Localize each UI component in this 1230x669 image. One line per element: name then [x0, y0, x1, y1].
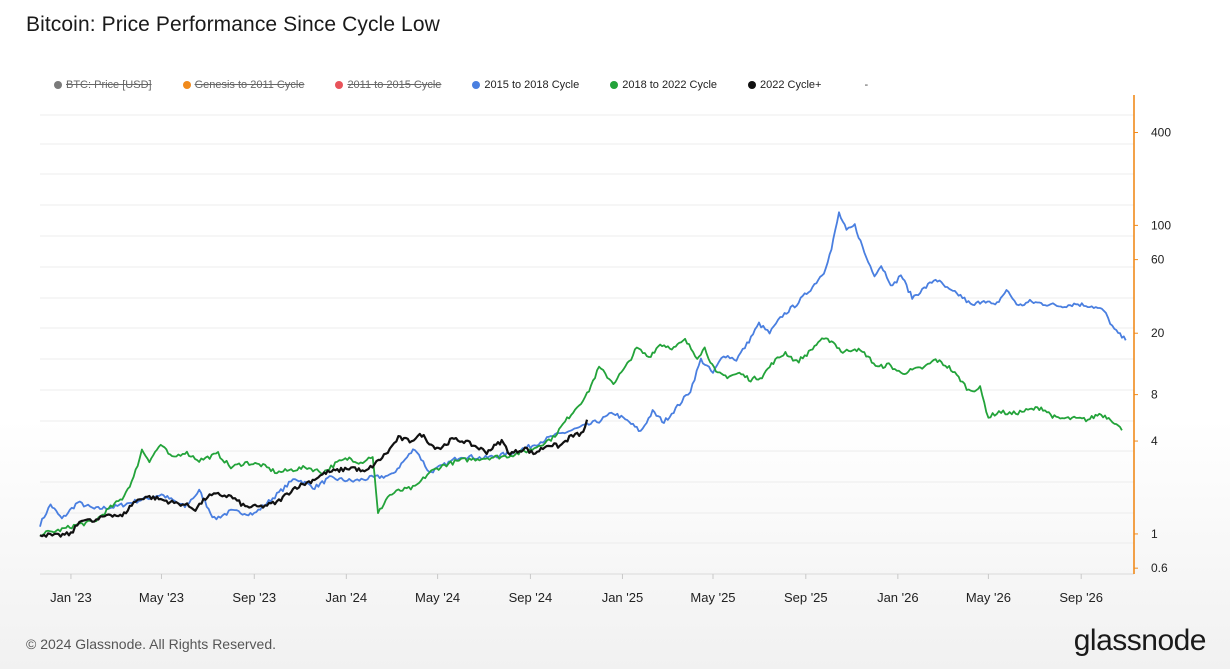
legend-label: Genesis to 2011 Cycle [194, 79, 305, 91]
chart-title: Bitcoin: Price Performance Since Cycle L… [26, 13, 440, 36]
series-2015-2018-line [39, 211, 1127, 527]
x-tick-label: May '26 [966, 590, 1011, 605]
legend-item-2022-cycle[interactable]: 2022 Cycle+ [748, 79, 821, 91]
legend-item-2018-to-2022-cycle[interactable]: 2018 to 2022 Cycle [610, 79, 717, 91]
x-tick-label: Jan '23 [50, 590, 92, 605]
legend-dot-icon [182, 81, 191, 89]
legend-item-2011-to-2015-cycle[interactable]: 2011 to 2015 Cycle [335, 79, 441, 91]
legend-item-2015-to-2018-cycle[interactable]: 2015 to 2018 Cycle [472, 79, 579, 91]
y-tick-label: 20 [1151, 326, 1165, 340]
y-tick-label: 4 [1151, 434, 1158, 448]
x-tick-label: Jan '25 [602, 590, 644, 605]
legend-label: 2018 to 2022 Cycle [622, 79, 718, 91]
legend-label: BTC: Price [USD] [66, 79, 152, 91]
y-tick-label: 0.6 [1151, 561, 1168, 575]
brand-logo: glassnode [1073, 624, 1207, 657]
chart-legend: BTC: Price [USD] Genesis to 2011 Cycle 201… [54, 77, 868, 93]
x-tick-label: Jan '26 [877, 590, 919, 605]
x-tick-label: Sep '23 [232, 590, 276, 605]
y-tick-label: 400 [1151, 125, 1171, 139]
legend-item-btc-price-usd[interactable]: BTC: Price [USD] [54, 79, 152, 91]
x-tick-label: Sep '26 [1059, 590, 1103, 605]
legend-label: 2022 Cycle+ [760, 79, 822, 91]
x-tick-label: Jan '24 [326, 590, 368, 605]
series-2018-2022-line [39, 337, 1123, 537]
legend-trailing-dash: - [864, 79, 869, 91]
series-2022-cycle-line [39, 419, 589, 538]
legend-item-genesis-to-2011-cycle[interactable]: Genesis to 2011 Cycle [182, 79, 305, 91]
legend-label: 2011 to 2015 Cycle [347, 79, 442, 91]
legend-dot-icon [610, 81, 619, 89]
x-tick-label: May '23 [139, 590, 184, 605]
x-tick-label: Sep '25 [784, 590, 828, 605]
y-tick-label: 60 [1151, 253, 1165, 267]
legend-dot-icon [748, 81, 757, 89]
y-tick-label: 1 [1151, 527, 1158, 541]
legend-dot-icon [335, 81, 344, 89]
x-tick-label: May '25 [690, 590, 735, 605]
y-tick-label: 8 [1151, 388, 1158, 402]
copyright-footer: © 2024 Glassnode. All Rights Reserved. [26, 636, 277, 652]
legend-dot-icon [472, 81, 481, 89]
y-tick-label: 100 [1151, 218, 1171, 232]
legend-label: 2015 to 2018 Cycle [484, 79, 580, 91]
legend-dot-icon [54, 81, 62, 89]
x-tick-label: May '24 [415, 590, 460, 605]
x-tick-label: Sep '24 [509, 590, 553, 605]
